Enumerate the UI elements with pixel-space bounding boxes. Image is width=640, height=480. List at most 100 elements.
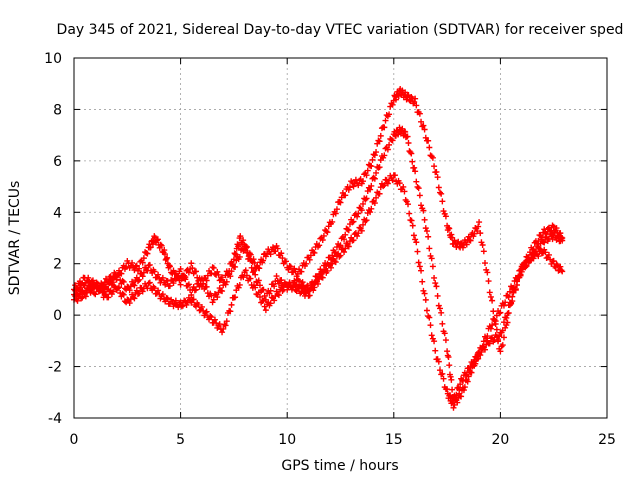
- data-point: [304, 288, 311, 295]
- data-point: [460, 387, 467, 394]
- data-point: [280, 286, 287, 293]
- data-point: [286, 279, 293, 286]
- data-point: [508, 299, 515, 306]
- data-point: [486, 289, 493, 296]
- data-point: [555, 232, 562, 239]
- data-point: [337, 199, 344, 206]
- data-point: [461, 384, 468, 391]
- data-point: [551, 229, 558, 236]
- data-point: [256, 265, 263, 272]
- x-axis-label: GPS time / hours: [281, 458, 398, 474]
- data-point: [136, 276, 143, 283]
- data-point: [475, 223, 482, 230]
- data-point: [85, 274, 92, 281]
- data-point: [416, 110, 423, 117]
- data-point: [435, 358, 442, 365]
- data-point: [531, 252, 538, 259]
- data-point: [404, 133, 411, 140]
- data-point: [94, 282, 101, 289]
- data-point: [413, 102, 420, 109]
- data-point: [166, 263, 173, 270]
- data-point: [527, 257, 534, 264]
- data-point: [78, 295, 85, 302]
- data-point: [208, 314, 215, 321]
- data-point: [337, 242, 344, 249]
- data-point: [158, 242, 165, 249]
- data-point: [139, 259, 146, 266]
- data-point: [219, 288, 226, 295]
- data-point: [368, 182, 375, 189]
- data-point: [454, 399, 461, 406]
- data-point: [422, 296, 429, 303]
- data-point: [72, 287, 79, 294]
- data-point: [484, 333, 491, 340]
- data-point: [171, 270, 178, 277]
- data-point: [116, 271, 123, 278]
- y-tick-label: 0: [53, 308, 62, 324]
- data-point: [310, 249, 317, 256]
- data-point: [242, 243, 249, 250]
- data-point: [418, 118, 425, 125]
- data-point: [342, 231, 349, 238]
- data-point: [414, 183, 421, 190]
- data-point: [345, 243, 352, 250]
- data-point: [232, 263, 239, 270]
- data-point: [499, 327, 506, 334]
- x-tick-label: 20: [491, 432, 509, 448]
- data-point: [333, 206, 340, 213]
- data-point: [140, 255, 147, 262]
- data-point: [386, 111, 393, 118]
- data-point: [192, 268, 199, 275]
- data-point: [420, 122, 427, 129]
- data-point: [126, 287, 133, 294]
- data-point: [311, 249, 318, 256]
- data-point: [145, 280, 152, 287]
- data-point: [363, 195, 370, 202]
- data-point: [489, 297, 496, 304]
- data-point: [420, 207, 427, 214]
- data-point: [240, 237, 247, 244]
- data-point: [416, 263, 423, 270]
- data-point: [465, 373, 472, 380]
- data-point: [139, 288, 146, 295]
- x-tick-label: 5: [176, 432, 185, 448]
- data-point: [553, 236, 560, 243]
- data-point: [425, 233, 432, 240]
- data-point: [319, 237, 326, 244]
- data-point: [273, 273, 280, 280]
- data-point: [444, 386, 451, 393]
- data-point: [336, 253, 343, 260]
- data-point: [418, 267, 425, 274]
- data-point: [471, 230, 478, 237]
- data-point: [166, 262, 173, 269]
- data-point: [371, 152, 378, 159]
- data-point: [404, 92, 411, 99]
- data-point: [381, 182, 388, 189]
- data-point: [354, 213, 361, 220]
- data-point: [360, 178, 367, 185]
- data-point: [480, 338, 487, 345]
- data-point: [188, 299, 195, 306]
- data-point: [227, 308, 234, 315]
- data-point: [147, 244, 154, 251]
- data-point: [392, 96, 399, 103]
- data-point: [450, 404, 457, 411]
- data-point: [163, 255, 170, 262]
- data-point: [475, 355, 482, 362]
- data-point: [82, 293, 89, 300]
- data-point: [541, 239, 548, 246]
- data-point: [380, 183, 387, 190]
- data-point: [354, 233, 361, 240]
- data-point: [131, 282, 138, 289]
- data-point: [360, 200, 367, 207]
- data-point: [215, 271, 222, 278]
- data-point: [362, 218, 369, 225]
- data-point: [545, 251, 552, 258]
- data-point: [434, 292, 441, 299]
- data-point: [536, 245, 543, 252]
- data-point: [252, 271, 259, 278]
- data-point: [185, 294, 192, 301]
- data-point: [192, 286, 199, 293]
- data-point: [476, 351, 483, 358]
- data-point: [146, 279, 153, 286]
